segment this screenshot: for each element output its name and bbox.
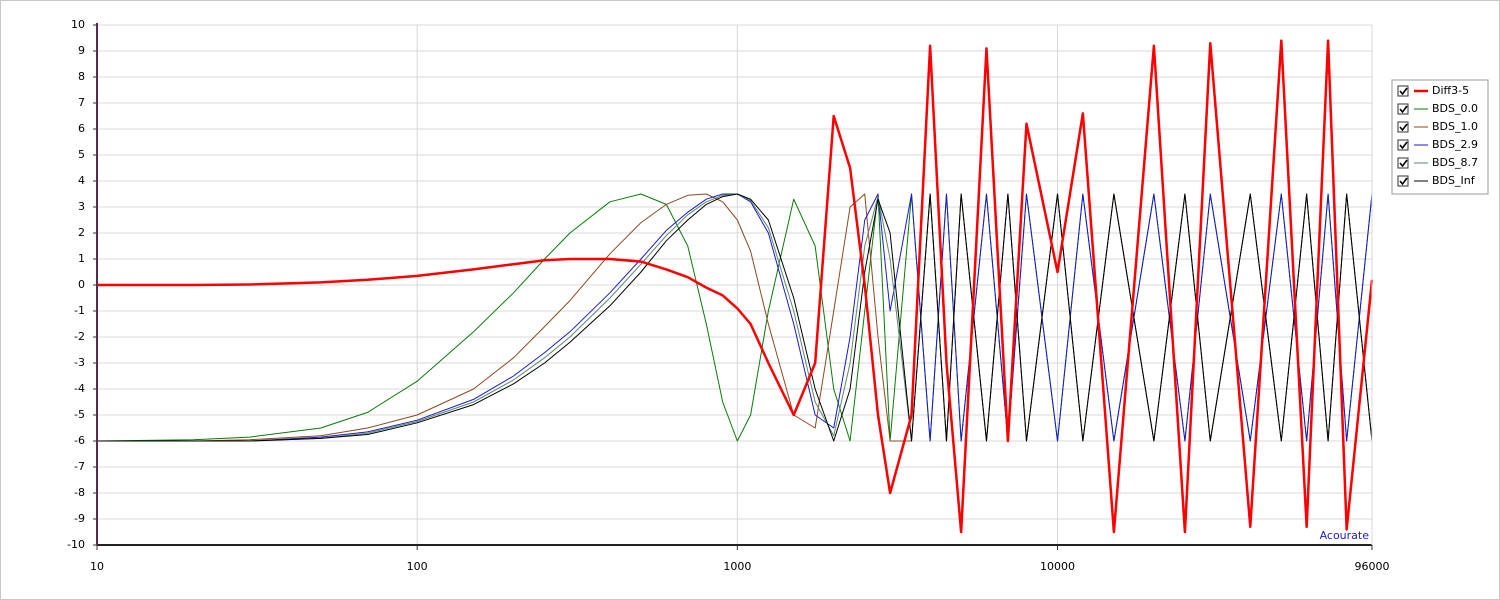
- x-tick-label: 1000: [723, 560, 751, 573]
- legend-checkbox[interactable]: [1397, 175, 1409, 187]
- y-tick-label: -3: [74, 356, 85, 369]
- series-line: [97, 193, 1373, 442]
- legend-checkbox[interactable]: [1397, 157, 1409, 169]
- y-tick-label: 1: [78, 252, 85, 265]
- y-tick-label: -8: [74, 486, 85, 499]
- legend-check: [1399, 123, 1408, 132]
- y-tick-label: -6: [74, 434, 85, 447]
- x-tick-label: 10000: [1040, 560, 1075, 573]
- y-tick-label: -2: [74, 330, 85, 343]
- legend-label: BDS_0.0: [1432, 102, 1478, 115]
- legend-check: [1399, 141, 1408, 150]
- legend-checkbox[interactable]: [1397, 103, 1409, 115]
- legend-label: BDS_1.0: [1432, 120, 1478, 133]
- legend-check: [1399, 87, 1408, 96]
- legend: Diff3-5 BDS_0.0 BDS_1.0 BDS_2.9 BDS_8.7 BDS_I…: [1391, 79, 1489, 195]
- legend-box: [1391, 79, 1489, 195]
- legend-checkbox[interactable]: [1397, 139, 1409, 151]
- y-tick-label: 6: [78, 122, 85, 135]
- x-tick-label: 96000: [1355, 560, 1390, 573]
- y-tick-label: -1: [74, 304, 85, 317]
- x-tick-label: 10: [90, 560, 104, 573]
- legend-label: BDS_2.9: [1432, 138, 1478, 151]
- legend-check: [1399, 105, 1408, 114]
- legend-label: Diff3-5: [1432, 84, 1469, 97]
- y-tick-label: 3: [78, 200, 85, 213]
- y-tick-label: -5: [74, 408, 85, 421]
- annotation: Acourate: [1320, 529, 1370, 542]
- x-tick-label: 100: [407, 560, 428, 573]
- y-tick-label: -7: [74, 460, 85, 473]
- legend-check: [1399, 159, 1408, 168]
- y-tick-label: 5: [78, 148, 85, 161]
- y-tick-label: -9: [74, 512, 85, 525]
- y-tick-label: 4: [78, 174, 85, 187]
- legend-checkbox[interactable]: [1397, 85, 1409, 97]
- y-tick-label: 8: [78, 70, 85, 83]
- series-line: [97, 39, 1374, 534]
- legend-checkbox[interactable]: [1397, 121, 1409, 133]
- plot-lines: [96, 39, 1374, 534]
- y-tick-label: -10: [67, 538, 85, 551]
- y-tick-label: 10: [71, 18, 85, 31]
- y-tick-label: 7: [78, 96, 85, 109]
- y-tick-label: 9: [78, 44, 85, 57]
- legend-check: [1399, 177, 1408, 186]
- y-tick-label: -4: [74, 382, 85, 395]
- legend-label: BDS_8.7: [1432, 156, 1478, 169]
- legend-label: BDS_Inf: [1432, 174, 1476, 187]
- y-tick-label: 0: [78, 278, 85, 291]
- y-tick-label: 2: [78, 226, 85, 239]
